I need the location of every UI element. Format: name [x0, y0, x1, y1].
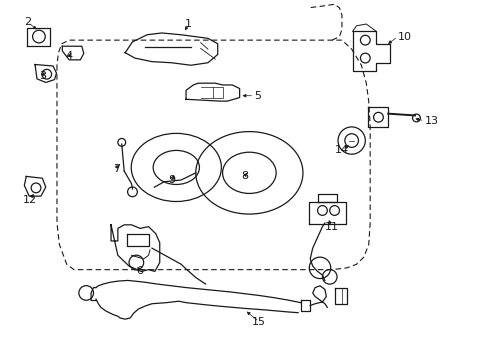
- Text: 10: 10: [397, 32, 411, 41]
- Text: 2: 2: [24, 17, 31, 27]
- Text: 9: 9: [167, 175, 175, 185]
- Text: 12: 12: [23, 195, 37, 205]
- Text: 4: 4: [65, 51, 73, 61]
- Text: 1: 1: [184, 19, 192, 29]
- Text: 15: 15: [252, 317, 265, 327]
- Text: 7: 7: [113, 164, 120, 174]
- Text: 11: 11: [325, 222, 339, 231]
- Text: 14: 14: [334, 144, 348, 154]
- Text: 3: 3: [39, 71, 46, 81]
- Text: 6: 6: [136, 266, 143, 276]
- Text: 8: 8: [241, 171, 247, 181]
- Text: 13: 13: [424, 116, 438, 126]
- Text: 5: 5: [254, 91, 261, 101]
